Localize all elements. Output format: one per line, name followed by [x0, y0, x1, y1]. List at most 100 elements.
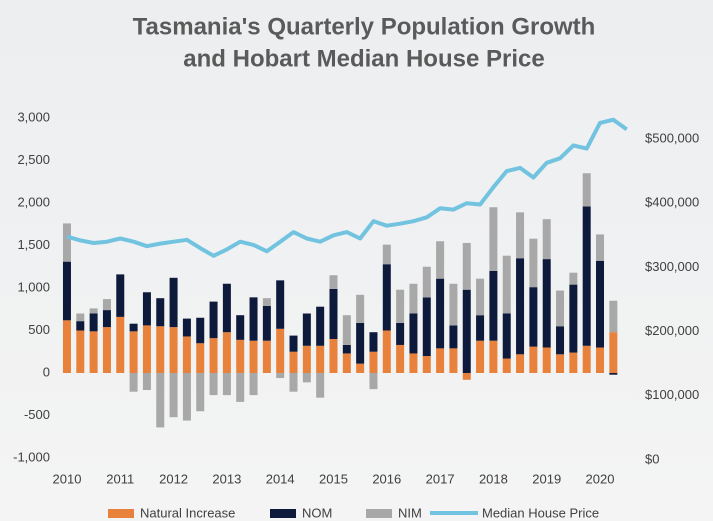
bar-segment [63, 223, 71, 261]
bar-segment [236, 315, 244, 340]
x-tick-label: 2013 [212, 471, 241, 486]
bar-segment [383, 331, 391, 374]
bar-segment [90, 331, 98, 373]
bar-segment [489, 207, 497, 271]
bar-segment [476, 279, 484, 316]
bar-segment [383, 245, 391, 265]
bar-segment [329, 289, 337, 339]
y-tick-label: 0 [43, 364, 50, 379]
bar-segment [170, 278, 178, 327]
bar-segment [329, 339, 337, 373]
bar-segment [609, 332, 617, 373]
chart-title: and Hobart Median House Price [183, 45, 544, 72]
legend-label: NIM [398, 505, 422, 520]
y-tick-label: 3,000 [17, 109, 50, 124]
bar-segment [543, 259, 551, 347]
bar-segment [116, 274, 124, 317]
bar-segment [409, 353, 417, 373]
bar-segment [423, 297, 431, 356]
bar-segment [583, 346, 591, 373]
x-tick-label: 2011 [106, 471, 134, 486]
bar-segment [223, 332, 231, 373]
bar-segment [116, 317, 124, 373]
bar-segment [596, 348, 604, 374]
bar-segment [63, 262, 71, 321]
bar-segment [463, 243, 471, 290]
bar-segment [276, 280, 284, 328]
bar-segment [130, 331, 138, 373]
bar-segment [223, 284, 231, 332]
x-tick-label: 2015 [319, 471, 348, 486]
bar-segment [556, 326, 564, 354]
bar-segment [556, 291, 564, 327]
bar-segment [596, 261, 604, 348]
bar-segment [543, 348, 551, 374]
y-tick-label: 1,500 [17, 237, 50, 252]
x-tick-label: 2014 [266, 471, 295, 486]
bar-segment [503, 314, 511, 359]
bar-segment [290, 373, 298, 392]
bar-segment [369, 332, 377, 352]
chart-title: Tasmania's Quarterly Population Growth [133, 13, 596, 40]
bar-segment [210, 302, 218, 339]
y-tick-label: 1,000 [17, 279, 50, 294]
bar-segment [250, 373, 258, 395]
bar-segment [143, 325, 151, 373]
bar-segment [529, 347, 537, 373]
bar-segment [436, 241, 444, 278]
bar-segment [210, 373, 218, 395]
y-tick-label: 2,000 [17, 194, 50, 209]
bar-segment [449, 325, 457, 348]
bar-segment [156, 326, 164, 373]
bar-segment [583, 173, 591, 206]
bar-segment [409, 284, 417, 314]
bar-segment [356, 295, 364, 323]
bar-segment [436, 348, 444, 373]
y2-tick-label: $500,000 [645, 130, 699, 145]
bar-segment [503, 256, 511, 314]
bar-segment [329, 275, 337, 289]
legend-label: Natural Increase [140, 505, 235, 520]
legend-swatch [366, 509, 392, 518]
bar-segment [223, 373, 231, 395]
bar-segment [503, 359, 511, 373]
bar-segment [609, 301, 617, 332]
y-tick-label: -500 [24, 407, 50, 422]
y-tick-label: -1,000 [13, 449, 50, 464]
bar-segment [263, 341, 271, 373]
bar-segment [489, 271, 497, 341]
y2-tick-label: $400,000 [645, 195, 699, 210]
bar-segment [143, 292, 151, 325]
bar-segment [316, 373, 324, 398]
bar-segment [303, 346, 311, 373]
bar-segment [569, 273, 577, 285]
bar-segment [236, 340, 244, 373]
bar-segment [156, 298, 164, 326]
bar-segment [383, 264, 391, 330]
bar-segment [476, 341, 484, 373]
bar-segment [449, 284, 457, 326]
y-tick-label: 2,500 [17, 152, 50, 167]
bar-segment [303, 314, 311, 346]
bar-segment [250, 297, 258, 340]
bar-segment [529, 287, 537, 347]
x-tick-label: 2019 [532, 471, 561, 486]
y2-tick-label: $100,000 [645, 387, 699, 402]
legend-swatch [108, 509, 134, 518]
legend-label: NOM [302, 505, 332, 520]
bar-segment [343, 345, 351, 354]
bar-segment [170, 373, 178, 417]
bar-segment [263, 306, 271, 341]
bar-segment [529, 239, 537, 287]
bar-segment [130, 373, 138, 392]
bar-segment [396, 290, 404, 323]
bar-segment [130, 324, 138, 332]
bar-segment [609, 373, 617, 375]
background [0, 0, 713, 521]
bar-segment [236, 373, 244, 402]
bar-segment [369, 373, 377, 389]
bar-segment [63, 320, 71, 373]
bar-segment [569, 285, 577, 353]
bar-segment [196, 343, 204, 373]
bar-segment [423, 267, 431, 298]
